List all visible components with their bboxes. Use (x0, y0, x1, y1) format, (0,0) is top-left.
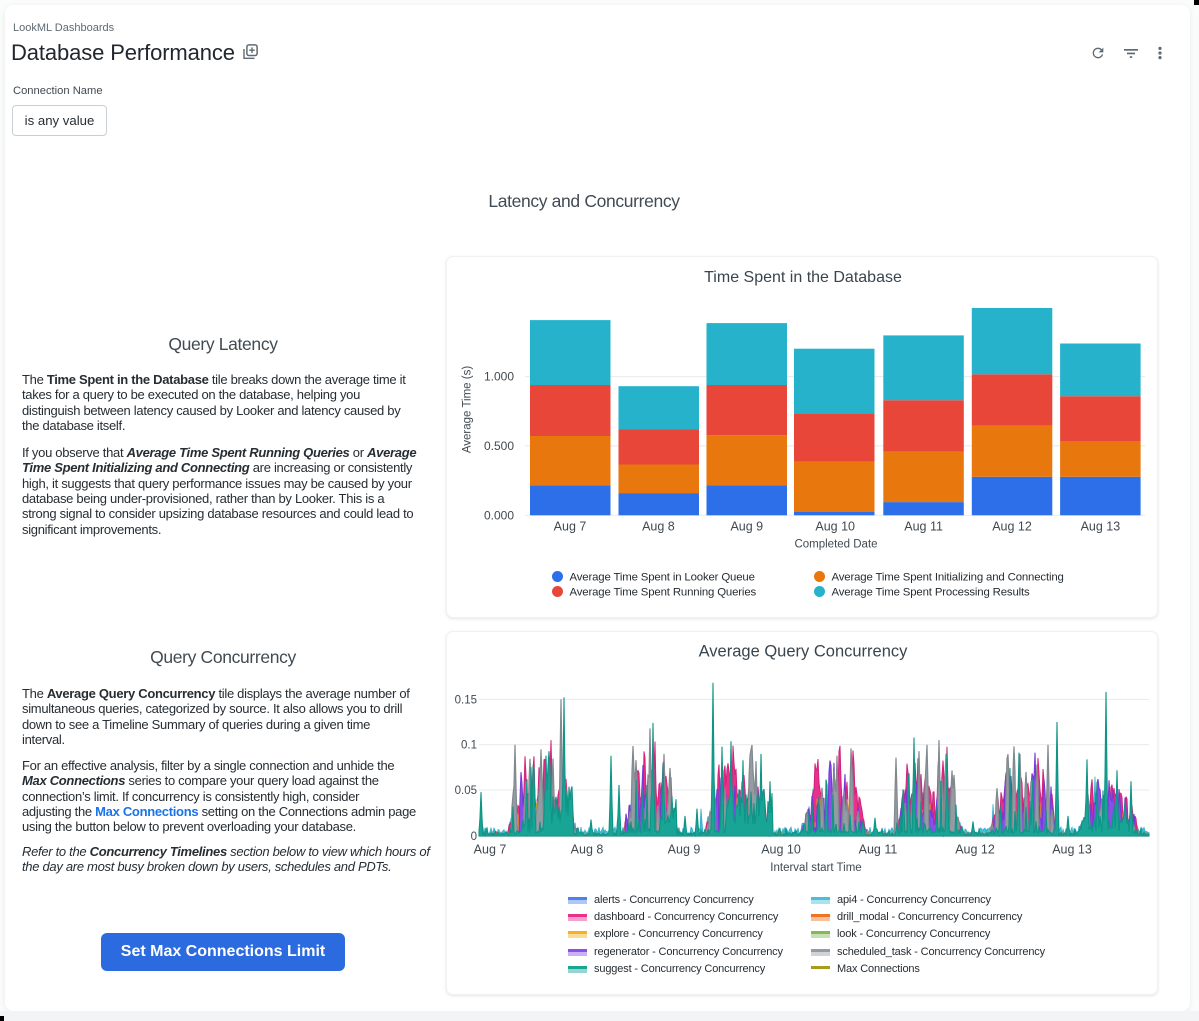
svg-text:0: 0 (471, 831, 477, 843)
svg-text:0.15: 0.15 (455, 694, 477, 706)
svg-text:1.000: 1.000 (484, 370, 514, 384)
svg-text:Average Query Concurrency: Average Query Concurrency (699, 643, 909, 661)
svg-text:Average Time (s): Average Time (s) (462, 366, 474, 454)
svg-text:Interval start Time: Interval start Time (770, 862, 861, 874)
svg-text:Time Spent in the Database: Time Spent in the Database (704, 269, 902, 286)
svg-text:0.1: 0.1 (461, 740, 477, 752)
svg-text:Completed Date: Completed Date (794, 539, 877, 551)
svg-text:Aug 8: Aug 8 (571, 843, 604, 857)
svg-text:Aug 7: Aug 7 (554, 520, 587, 534)
svg-text:Aug 8: Aug 8 (642, 520, 675, 534)
svg-text:Aug 9: Aug 9 (730, 520, 763, 534)
svg-text:Aug 10: Aug 10 (761, 843, 801, 857)
svg-text:Aug 12: Aug 12 (955, 843, 995, 857)
svg-text:Aug 13: Aug 13 (1052, 843, 1092, 857)
svg-text:Aug 13: Aug 13 (1081, 520, 1121, 534)
svg-text:Aug 10: Aug 10 (815, 520, 855, 534)
svg-text:Aug 11: Aug 11 (904, 520, 943, 534)
svg-text:0.000: 0.000 (484, 508, 514, 522)
svg-text:0.500: 0.500 (484, 439, 514, 453)
svg-text:0.05: 0.05 (455, 785, 477, 797)
svg-text:Aug 11: Aug 11 (859, 843, 898, 857)
svg-text:Aug 12: Aug 12 (992, 520, 1032, 534)
svg-text:Aug 9: Aug 9 (668, 843, 701, 857)
svg-text:Aug 7: Aug 7 (474, 843, 507, 857)
